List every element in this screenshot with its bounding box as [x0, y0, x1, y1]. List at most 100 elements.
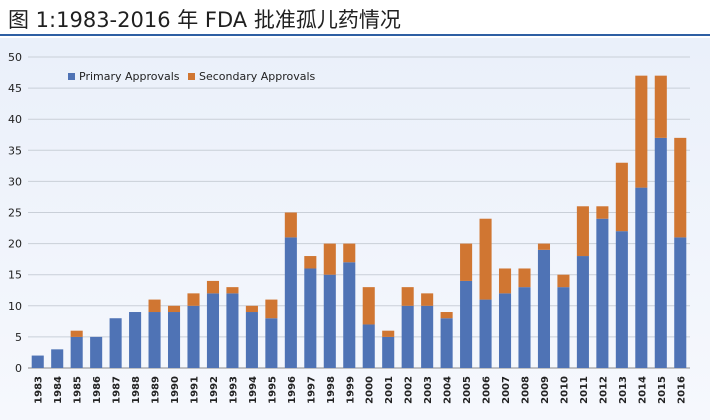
chart-title: 图 1:1983-2016 年 FDA 批准孤儿药情况: [8, 8, 401, 32]
bar-secondary: [421, 293, 434, 306]
bar-primary: [498, 293, 512, 368]
x-tick-label: 2016: [676, 376, 687, 404]
bar-secondary: [382, 330, 395, 337]
bar-secondary: [362, 287, 375, 325]
bar-secondary: [615, 162, 628, 232]
bar-primary: [245, 312, 258, 368]
bar-primary: [90, 336, 103, 368]
bar-secondary: [167, 305, 181, 313]
x-tick-label: 2005: [462, 376, 473, 404]
x-tick-label: 1994: [248, 376, 259, 404]
y-tick-label: 50: [8, 51, 22, 64]
bar-primary: [635, 187, 648, 368]
y-tick-label: 45: [8, 82, 22, 95]
x-tick-label: 2006: [482, 376, 493, 404]
x-tick-label: 2012: [598, 376, 609, 404]
x-tick-label: 1985: [73, 376, 84, 404]
legend: Primary Approvals Secondary Approvals: [68, 70, 316, 83]
bar-secondary: [401, 287, 414, 306]
bar-secondary: [674, 137, 687, 238]
bar-secondary: [576, 206, 589, 257]
x-tick-label: 1986: [92, 376, 103, 404]
bar-primary: [382, 336, 395, 368]
bar-primary: [674, 237, 687, 368]
bar-primary: [167, 312, 181, 368]
y-tick-label: 35: [8, 144, 22, 157]
legend-swatch: [68, 73, 75, 80]
bar-secondary: [654, 75, 667, 138]
x-axis-ticks: 1983 1984 1985 1986 1987 1988 1989 1990 1991 1992…: [34, 376, 688, 404]
bars: [31, 75, 687, 368]
bar-primary: [265, 318, 278, 368]
x-tick-label: 2001: [384, 376, 395, 404]
bar-primary: [479, 299, 492, 368]
bar-primary: [557, 287, 570, 368]
bar-secondary: [70, 330, 83, 337]
y-tick-label: 25: [8, 207, 22, 220]
y-tick-label: 15: [8, 269, 22, 282]
x-tick-label: 1998: [326, 376, 337, 404]
x-tick-label: 1987: [112, 376, 123, 404]
x-tick-label: 1988: [131, 376, 142, 404]
bar-secondary: [323, 243, 336, 275]
bar-secondary: [635, 75, 648, 188]
bar-primary: [31, 355, 44, 368]
bar-secondary: [187, 293, 200, 306]
x-tick-label: 2015: [657, 376, 668, 404]
x-tick-label: 2013: [618, 376, 629, 404]
bar-primary: [304, 268, 317, 368]
x-tick-label: 1983: [34, 376, 45, 404]
y-tick-label: 5: [15, 331, 22, 344]
bar-secondary: [343, 243, 356, 263]
bar-primary: [343, 262, 356, 368]
bar-secondary: [226, 287, 239, 294]
y-tick-label: 30: [8, 175, 22, 188]
bar-secondary: [596, 206, 609, 219]
bar-primary: [460, 280, 473, 368]
x-tick-label: 1997: [306, 376, 317, 404]
bar-secondary: [245, 305, 258, 313]
bar-primary: [206, 293, 220, 368]
x-tick-label: 1984: [53, 376, 64, 404]
x-tick-label: 2007: [501, 376, 512, 404]
bar-secondary: [148, 299, 161, 313]
bar-secondary: [460, 243, 473, 281]
x-tick-label: 2002: [404, 376, 415, 404]
bar-primary: [148, 312, 161, 368]
x-tick-label: 1996: [287, 376, 298, 404]
bar-primary: [323, 274, 336, 368]
bar-secondary: [479, 218, 492, 300]
bar-primary: [440, 318, 453, 368]
title-underline: [0, 34, 710, 36]
bar-secondary: [440, 312, 453, 319]
bar-secondary: [537, 243, 551, 250]
bar-primary: [226, 293, 239, 368]
x-tick-label: 2014: [637, 376, 648, 404]
y-tick-label: 0: [15, 362, 22, 375]
x-tick-label: 1999: [345, 376, 356, 404]
bar-primary: [284, 237, 297, 368]
bar-primary: [129, 312, 142, 368]
bar-secondary: [304, 256, 317, 269]
bar-secondary: [206, 280, 220, 294]
bar-secondary: [284, 212, 297, 238]
bar-primary: [615, 231, 628, 368]
x-tick-label: 2011: [579, 376, 590, 404]
x-tick-label: 1993: [228, 376, 239, 404]
y-axis-ticks: 0 5 10 15 20 25 30 35 40 45 50: [8, 51, 22, 375]
legend-label: Primary Approvals: [79, 70, 180, 83]
x-tick-label: 1992: [209, 376, 220, 404]
bar-primary: [421, 305, 434, 368]
y-tick-label: 40: [8, 113, 22, 126]
x-tick-label: 1989: [151, 376, 162, 404]
legend-swatch: [188, 73, 195, 80]
x-tick-label: 1995: [267, 376, 278, 404]
bar-secondary: [518, 268, 531, 288]
legend-label: Secondary Approvals: [199, 70, 316, 83]
bar-primary: [362, 324, 375, 368]
bar-primary: [187, 305, 200, 368]
bar-primary: [401, 305, 414, 368]
x-tick-label: 2008: [521, 376, 532, 404]
gridlines: [28, 56, 690, 369]
bar-secondary: [498, 268, 512, 294]
